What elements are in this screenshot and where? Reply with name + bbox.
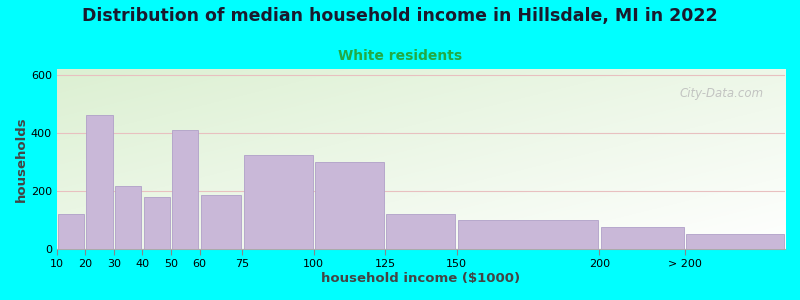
Bar bbox=[458, 220, 598, 249]
Bar bbox=[243, 154, 313, 249]
Bar bbox=[58, 214, 84, 249]
Bar bbox=[172, 130, 198, 249]
Bar bbox=[86, 116, 113, 249]
Bar bbox=[315, 162, 384, 249]
Bar bbox=[115, 187, 142, 249]
Text: White residents: White residents bbox=[338, 50, 462, 64]
Bar bbox=[143, 196, 170, 249]
Y-axis label: households: households bbox=[15, 116, 28, 202]
Bar bbox=[386, 214, 455, 249]
X-axis label: household income ($1000): household income ($1000) bbox=[322, 272, 521, 285]
Bar bbox=[201, 195, 242, 249]
Text: Distribution of median household income in Hillsdale, MI in 2022: Distribution of median household income … bbox=[82, 8, 718, 26]
Bar bbox=[686, 234, 784, 249]
Bar bbox=[601, 227, 684, 249]
Text: City-Data.com: City-Data.com bbox=[679, 87, 763, 100]
